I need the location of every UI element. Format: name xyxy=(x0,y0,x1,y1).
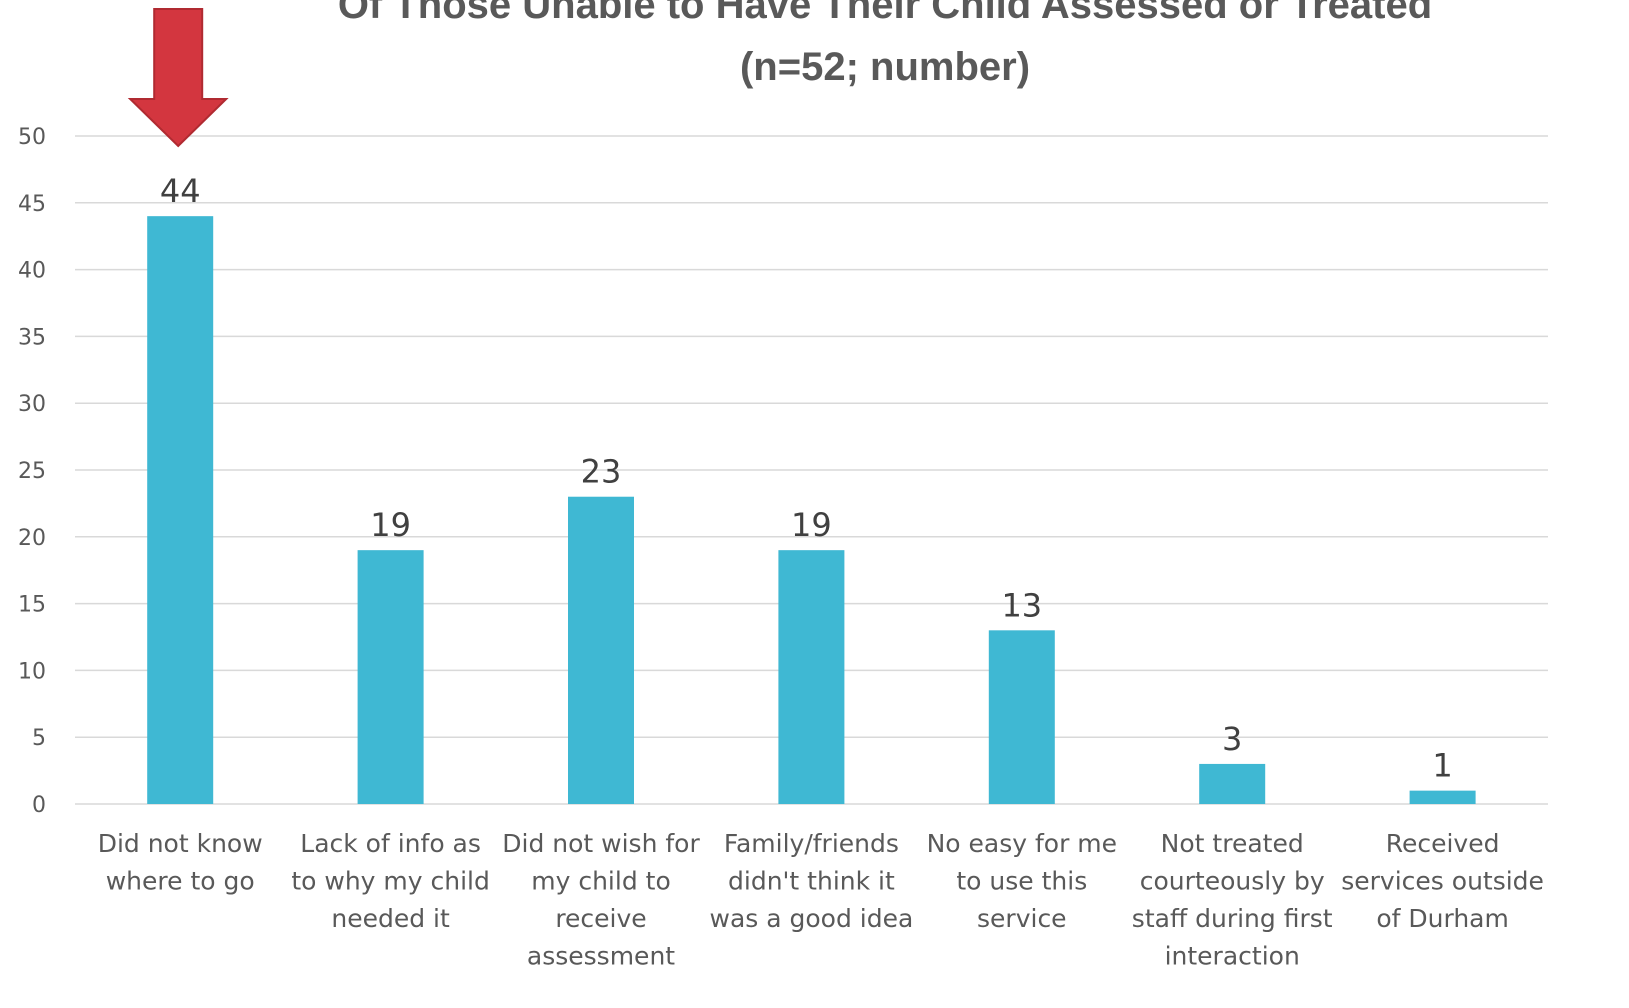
chart-title-line-1: Of Those Unable to Have Their Child Asse… xyxy=(338,0,1432,27)
gridlines xyxy=(75,135,1548,805)
x-tick-label: my child to xyxy=(531,867,671,896)
highlight-arrow xyxy=(127,8,229,148)
down-arrow-icon xyxy=(127,8,229,148)
y-axis-tick-labels: 0 5 10 15 20 25 30 35 40 45 50 xyxy=(18,125,46,818)
data-label: 1 xyxy=(1432,747,1452,785)
data-label: 3 xyxy=(1222,720,1242,758)
x-tick-label: to use this xyxy=(956,867,1087,896)
x-tick-label: staff during first xyxy=(1132,904,1333,933)
x-tick-label: interaction xyxy=(1165,942,1300,971)
x-tick-label: to why my child xyxy=(291,867,490,896)
bar xyxy=(988,630,1055,804)
x-tick-label: Did not wish for xyxy=(502,829,700,858)
y-tick-label: 5 xyxy=(32,726,46,751)
x-tick-label: Did not know xyxy=(98,829,263,858)
bar xyxy=(1199,763,1266,804)
bars xyxy=(147,216,1476,804)
y-tick-label: 50 xyxy=(18,125,46,150)
bar xyxy=(357,550,424,804)
y-tick-label: 15 xyxy=(18,593,46,618)
bar xyxy=(147,216,214,804)
x-tick-label: assessment xyxy=(527,942,675,971)
x-tick-label: service xyxy=(977,904,1067,933)
bar xyxy=(778,550,845,804)
bar xyxy=(1409,790,1476,804)
x-tick-label: Lack of info as xyxy=(300,829,481,858)
chart-title: Of Those Unable to Have Their Child Asse… xyxy=(338,0,1432,89)
y-tick-label: 30 xyxy=(18,392,46,417)
x-tick-label: didn't think it xyxy=(728,867,895,896)
x-tick-label: Not treated xyxy=(1161,829,1304,858)
y-tick-label: 35 xyxy=(18,325,46,350)
data-label: 13 xyxy=(1001,586,1042,624)
y-tick-label: 40 xyxy=(18,259,46,284)
chart-title-line-2: (n=52; number) xyxy=(740,45,1030,89)
x-tick-label: Family/friends xyxy=(724,829,899,858)
x-tick-label: No easy for me xyxy=(927,829,1117,858)
x-tick-label: needed it xyxy=(331,904,450,933)
y-tick-label: 20 xyxy=(18,526,46,551)
x-tick-label: was a good idea xyxy=(710,904,914,933)
x-tick-label: of Durham xyxy=(1376,904,1509,933)
y-tick-label: 45 xyxy=(18,192,46,217)
y-tick-label: 10 xyxy=(18,659,46,684)
x-tick-label: where to go xyxy=(106,867,255,896)
data-label: 23 xyxy=(581,453,622,491)
x-tick-label: courteously by xyxy=(1140,867,1325,896)
x-tick-label: services outside xyxy=(1341,867,1544,896)
data-label: 19 xyxy=(791,506,832,544)
y-tick-label: 25 xyxy=(18,459,46,484)
data-label: 19 xyxy=(370,506,411,544)
y-tick-label: 0 xyxy=(32,793,46,818)
data-labels: 44 19 23 19 13 3 1 xyxy=(160,172,1453,784)
x-tick-label: receive xyxy=(555,904,646,933)
x-axis-category-labels: Did not know where to go Lack of info as to… xyxy=(98,829,1544,971)
x-tick-label: Received xyxy=(1386,829,1500,858)
bar xyxy=(568,496,634,804)
data-label: 44 xyxy=(160,172,201,210)
